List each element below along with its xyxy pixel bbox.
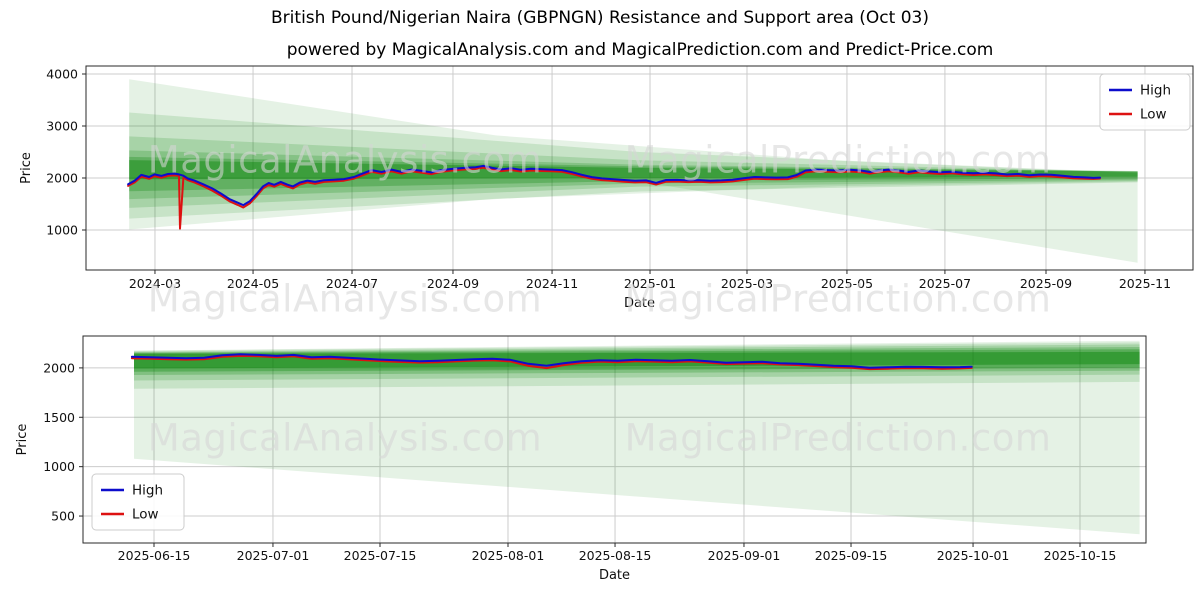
svg-text:2025-08-15: 2025-08-15	[579, 548, 652, 563]
svg-text:Date: Date	[624, 296, 655, 311]
svg-text:2000: 2000	[46, 171, 78, 186]
svg-text:2025-10-01: 2025-10-01	[937, 548, 1010, 563]
svg-text:2025-09: 2025-09	[1020, 276, 1072, 291]
svg-text:Low: Low	[1140, 107, 1167, 123]
svg-text:High: High	[1140, 83, 1171, 99]
svg-text:2025-07-01: 2025-07-01	[237, 548, 310, 563]
subplot-2: 500 1000 1500 2000 2025-06-15 2025-07-01 2025-…	[15, 335, 1147, 583]
svg-text:2025-11: 2025-11	[1119, 276, 1171, 291]
svg-text:2024-09: 2024-09	[427, 276, 479, 291]
chart-title: British Pound/Nigerian Naira (GBPNGN) Re…	[271, 8, 929, 28]
svg-text:2024-11: 2024-11	[526, 276, 578, 291]
svg-text:1500: 1500	[43, 410, 75, 425]
svg-text:2025-01: 2025-01	[624, 276, 676, 291]
svg-text:2025-03: 2025-03	[721, 276, 773, 291]
svg-text:2025-05: 2025-05	[821, 276, 873, 291]
chart-subtitle: powered by MagicalAnalysis.com and Magic…	[286, 40, 994, 60]
svg-text:1000: 1000	[46, 223, 78, 238]
svg-text:2000: 2000	[43, 360, 75, 375]
svg-text:500: 500	[51, 509, 75, 524]
svg-text:2025-07: 2025-07	[919, 276, 971, 291]
svg-text:2024-07: 2024-07	[326, 276, 378, 291]
svg-text:High: High	[132, 483, 163, 499]
svg-text:Price: Price	[15, 424, 30, 456]
svg-text:2025-08-01: 2025-08-01	[472, 548, 545, 563]
svg-text:3000: 3000	[46, 119, 78, 134]
svg-text:2025-07-15: 2025-07-15	[344, 548, 417, 563]
svg-text:Low: Low	[132, 507, 159, 523]
svg-text:4000: 4000	[46, 67, 78, 82]
subplot-1: 1000 2000 3000 4000 2024-03 2024-05 2024-07 202…	[19, 65, 1194, 311]
svg-text:2025-09-01: 2025-09-01	[708, 548, 781, 563]
svg-text:2025-10-15: 2025-10-15	[1044, 548, 1117, 563]
svg-text:Date: Date	[599, 568, 630, 583]
svg-text:2025-09-15: 2025-09-15	[815, 548, 888, 563]
svg-text:2024-03: 2024-03	[129, 276, 181, 291]
svg-text:Price: Price	[19, 152, 34, 184]
svg-text:2025-06-15: 2025-06-15	[118, 548, 191, 563]
svg-text:2024-05: 2024-05	[227, 276, 279, 291]
svg-text:1000: 1000	[43, 459, 75, 474]
